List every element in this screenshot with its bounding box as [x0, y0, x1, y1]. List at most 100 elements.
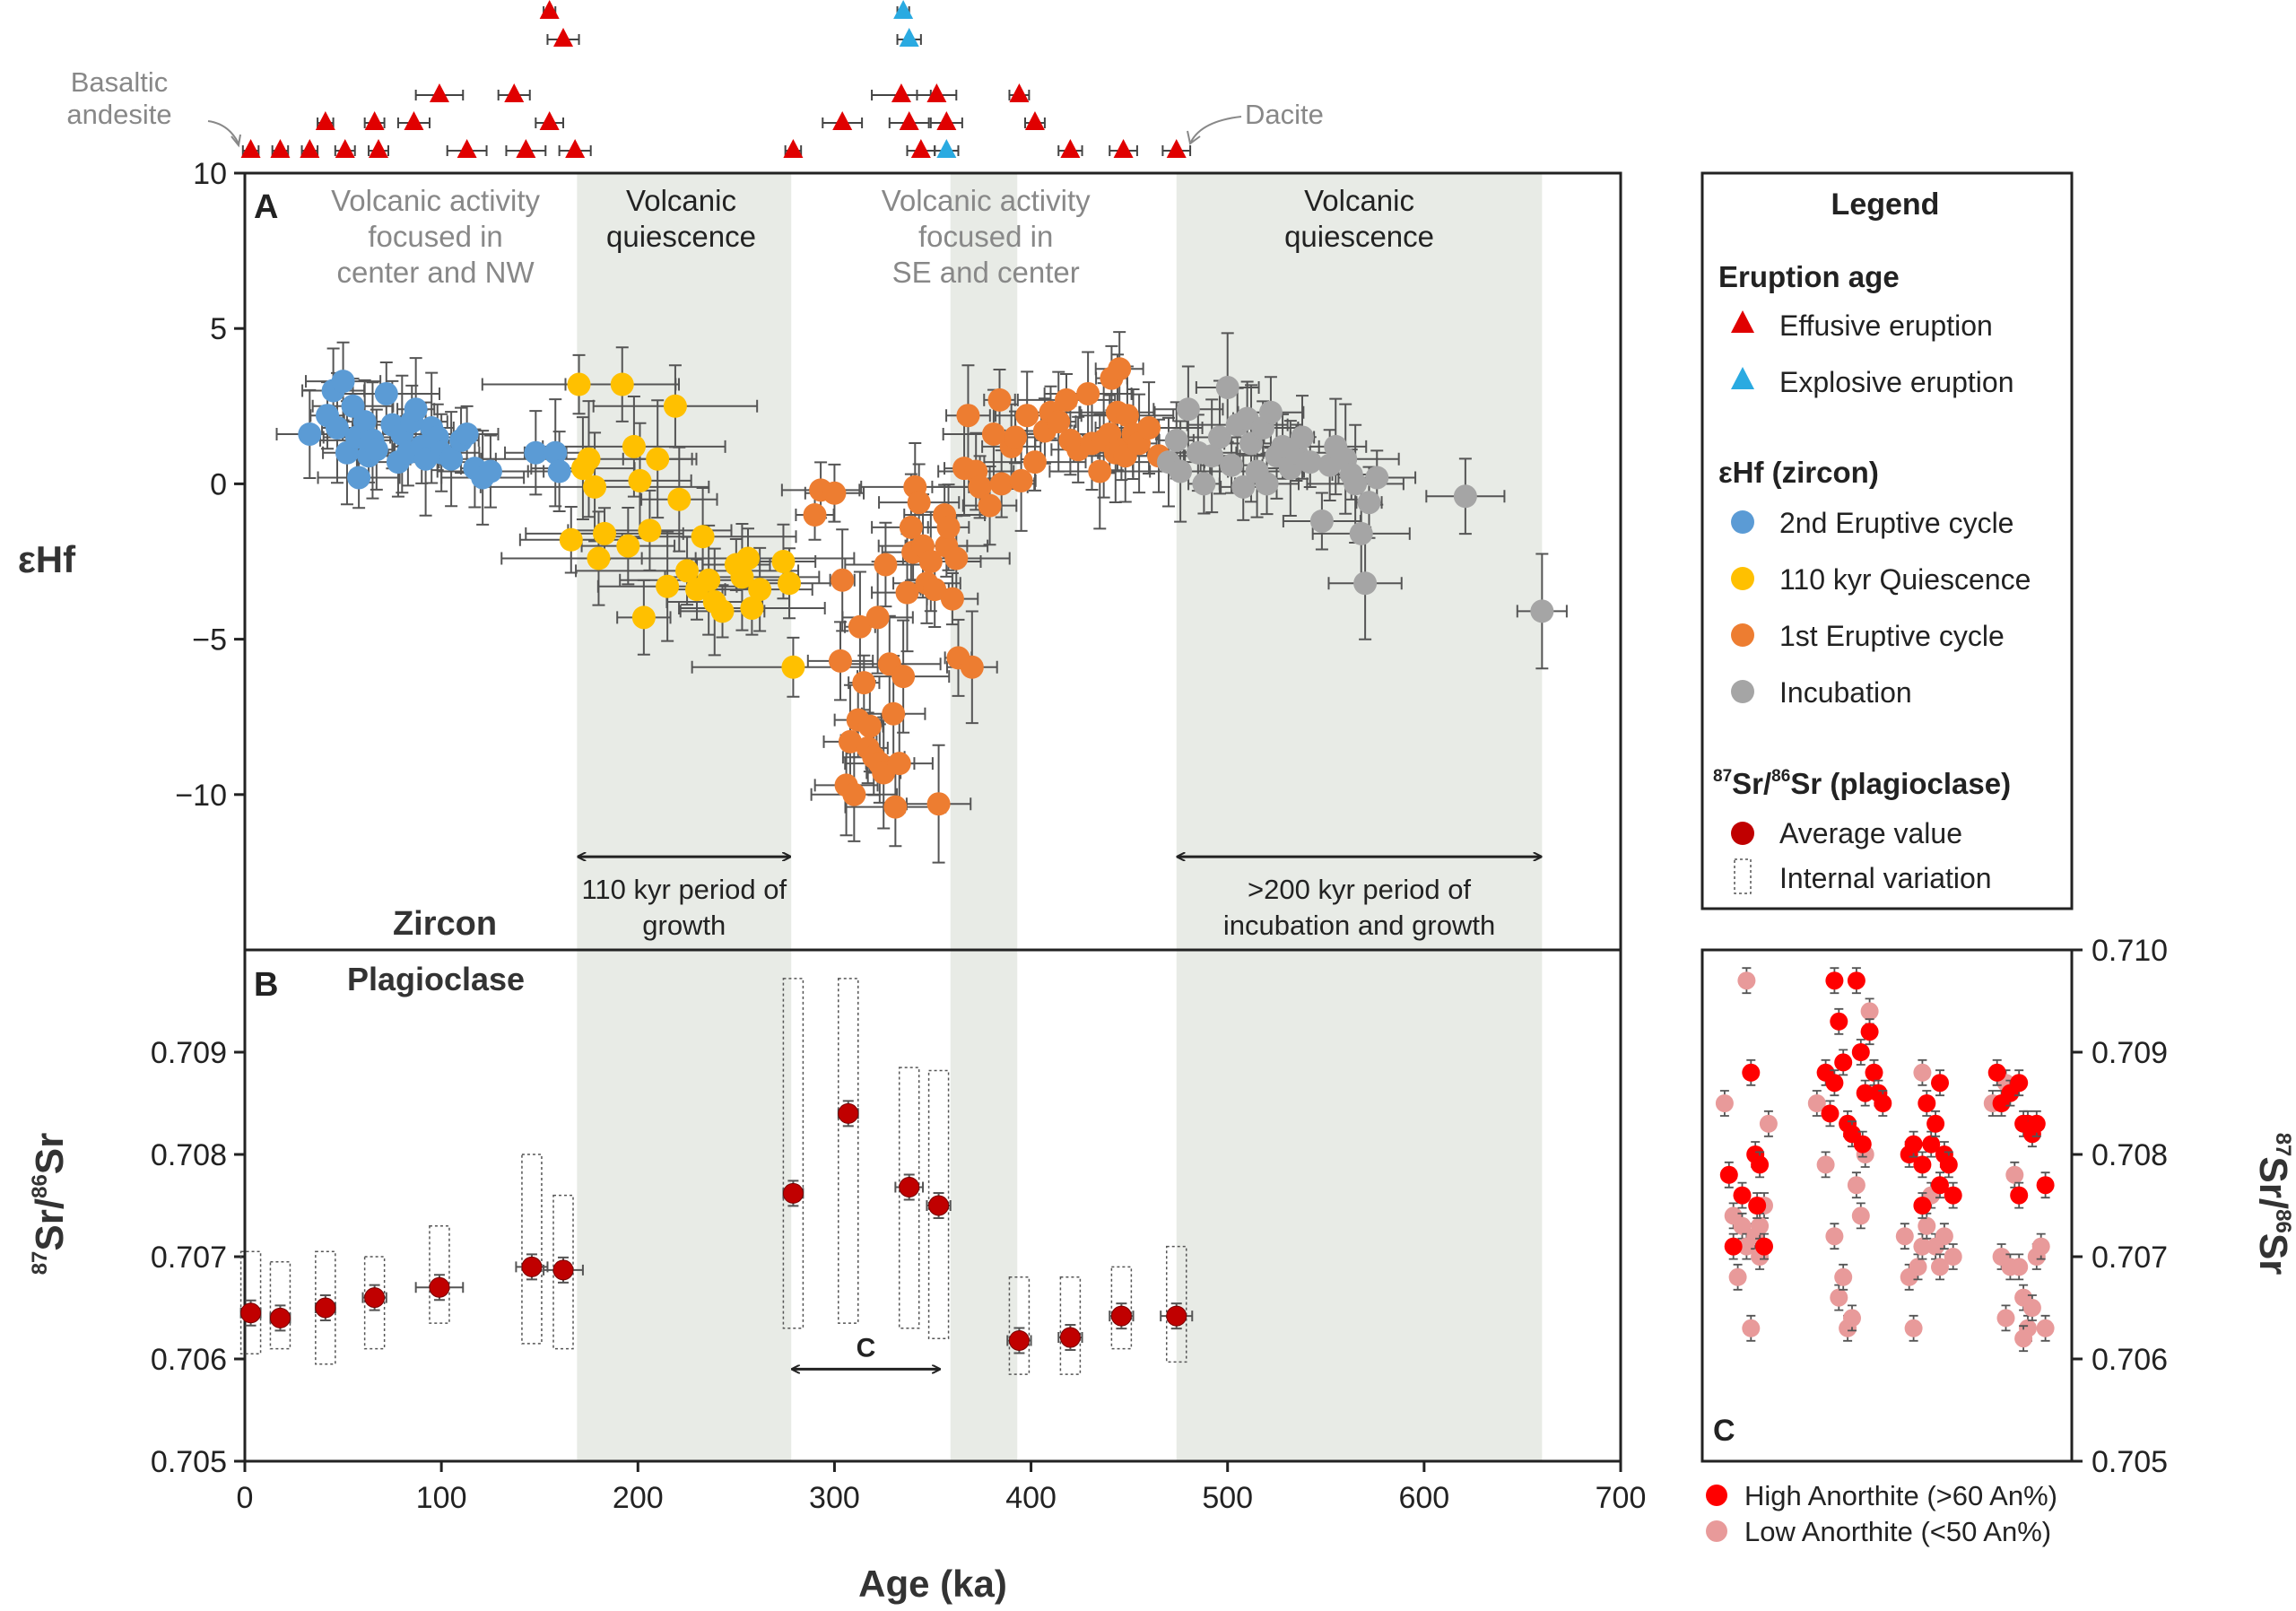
ehf-point	[829, 649, 853, 673]
ehf-point	[656, 574, 680, 598]
anorthite-point	[1751, 1155, 1770, 1174]
effusive-eruption-marker	[1060, 139, 1081, 158]
explosive-eruption-marker	[899, 28, 919, 47]
anorthite-point	[1853, 1135, 1872, 1154]
anorthite-points	[1715, 967, 2055, 1353]
anorthite-point	[1830, 1012, 1848, 1031]
anorthite-point	[1821, 1104, 1839, 1123]
panel-b-ticks: 0.705 0.706 0.707 0.708 0.709 0 100 200 300 400 50…	[151, 1036, 1646, 1515]
ehf-point	[852, 671, 876, 695]
ehf-point	[628, 468, 652, 492]
ehf-point	[583, 475, 607, 499]
internal-variation-box	[782, 978, 804, 1329]
anorthite-point	[2010, 1186, 2029, 1205]
internal-variation-box	[521, 1154, 543, 1345]
anorthite-point	[1935, 1227, 1953, 1246]
ehf-point	[455, 422, 479, 446]
ehf-point	[439, 447, 464, 471]
sr-axis-c-tail: Sr	[2251, 1233, 2295, 1275]
growth-arrows: 110 kyr period of growth >200 kyr period o…	[578, 857, 1540, 941]
sr-average-point	[928, 1195, 950, 1216]
ehf-series-2	[803, 357, 1171, 819]
ehf-point	[1357, 491, 1381, 515]
panel-c-y-ticks: 0.710 0.709 0.708 0.707 0.706 0.705	[2072, 934, 2168, 1479]
effusive-eruption-marker	[369, 139, 389, 158]
anorthite-point	[1715, 1094, 1734, 1112]
effusive-eruption-marker	[1113, 139, 1134, 158]
c-range-label: C	[857, 1333, 876, 1363]
ehf-point	[883, 795, 908, 819]
sr-axis-c-sup87: 87	[2271, 1133, 2295, 1157]
anorthite-point	[1816, 1155, 1835, 1174]
age-tick-3: 300	[809, 1481, 860, 1515]
ehf-point	[968, 475, 992, 499]
internal-variation-box	[838, 978, 859, 1324]
period-label-0: Volcanic activity focused in center and NW	[331, 184, 540, 289]
dacite-label: Dacite	[1245, 99, 1324, 130]
anorthite-point	[1895, 1227, 1914, 1246]
ehf-point	[989, 472, 1013, 496]
effusive-eruption-marker	[891, 83, 911, 102]
effusive-eruption-marker	[457, 139, 477, 158]
ehf-point	[1231, 475, 1256, 499]
legend-low-an: Low Anorthite (<50 An%)	[1744, 1516, 2051, 1547]
ehf-point	[593, 521, 617, 545]
anorthite-point	[1996, 1309, 2015, 1328]
ehf-point	[691, 525, 715, 549]
ehf-point	[1055, 388, 1079, 412]
ehf-point	[1169, 459, 1193, 483]
anorthite-point	[1860, 1023, 1879, 1041]
sr-average-point	[1166, 1305, 1187, 1327]
anorthite-point	[1944, 1186, 1962, 1205]
anorthite-point	[1748, 1197, 1767, 1215]
ehf-point	[1088, 459, 1112, 483]
ehf-point	[907, 491, 931, 515]
period-label-2: Volcanic activity focused in SE and center	[882, 184, 1091, 289]
x-axis-label: Age (ka)	[858, 1563, 1007, 1605]
ehf-point	[882, 701, 906, 726]
legend-explosive-icon	[1731, 367, 1754, 389]
ehf-point	[567, 372, 591, 396]
c-tick-2: 0.708	[2092, 1138, 2168, 1172]
ehf-point	[887, 752, 911, 776]
ehf-point	[1207, 425, 1231, 449]
sr-average-point	[899, 1176, 920, 1197]
effusive-eruption-marker	[504, 83, 525, 102]
legend-incubation: Incubation	[1779, 676, 1912, 709]
effusive-eruption-marker	[832, 111, 853, 130]
anorthite-point	[1987, 1063, 2006, 1082]
legend-high-an: High Anorthite (>60 An%)	[1744, 1480, 2057, 1511]
effusive-eruption-marker	[516, 139, 536, 158]
ehf-series-3	[1156, 376, 1554, 623]
ehf-point	[1530, 599, 1554, 623]
ehf-point	[577, 447, 601, 471]
ehf-point	[740, 596, 764, 620]
ehf-series-0	[298, 370, 571, 490]
ehf-point	[981, 422, 1005, 446]
age-tick-4: 400	[1005, 1481, 1057, 1515]
effusive-eruption-marker	[926, 83, 947, 102]
panel-a-label: A	[254, 188, 278, 226]
ehf-point	[736, 546, 761, 570]
sr-axis-c-main: Sr/	[2251, 1156, 2295, 1209]
anorthite-point	[1751, 1216, 1770, 1235]
sr-average-point	[315, 1297, 336, 1319]
legend-group-ehf: εHf (zircon)	[1718, 456, 1879, 489]
internal-variation-box	[1059, 1276, 1082, 1375]
ehf-point	[748, 578, 772, 602]
eruption-annotations: Basaltic andesite Dacite	[66, 66, 1324, 148]
shaded-period-2	[1176, 173, 1543, 1461]
ehf-point	[730, 565, 754, 589]
panel-c-legend: High Anorthite (>60 An%) Low Anorthite (…	[1706, 1480, 2057, 1547]
ehf-series-1	[559, 372, 805, 679]
sr-tick-3: 0.708	[151, 1138, 227, 1172]
legend-cycle1: 1st Eruptive cycle	[1779, 620, 2005, 652]
effusive-eruption-marker	[1009, 83, 1030, 102]
ehf-point	[987, 388, 1012, 412]
ehf-point	[631, 605, 656, 630]
ehf-point	[1176, 397, 1200, 422]
ehf-point	[1047, 410, 1071, 434]
anorthite-point	[1847, 971, 1866, 990]
ehf-tick-3: −5	[192, 623, 227, 657]
ehf-point	[1004, 425, 1028, 449]
